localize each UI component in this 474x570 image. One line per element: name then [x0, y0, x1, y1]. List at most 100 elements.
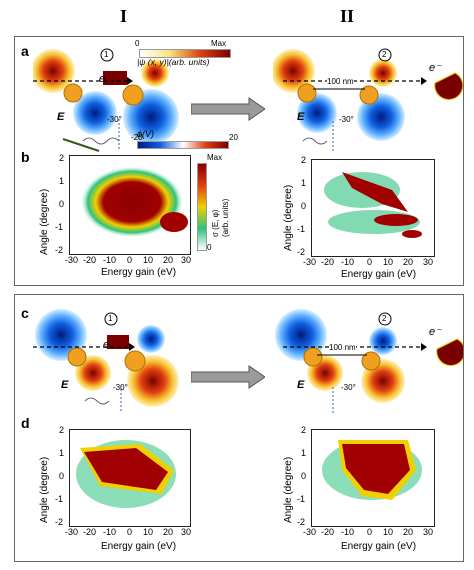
ytick-0: 0: [59, 199, 65, 209]
distance-label: 100 nm: [327, 77, 354, 86]
xtick-dr-20: 20: [403, 527, 414, 537]
phi-colorbar-min: -20: [131, 133, 143, 142]
xtick-dr-10: 10: [383, 527, 394, 537]
xlabel-b-left: Energy gain (eV): [101, 267, 177, 278]
xtick-r-0: 0: [367, 257, 373, 267]
nanostructure-illustration-left: [33, 48, 179, 152]
xtick-r-20: 20: [403, 257, 414, 267]
ylabel-b-right: Angle (degree): [283, 184, 294, 251]
spectrum-heatmap-d-left-plot: [76, 440, 176, 508]
xtick-d-10: 10: [143, 527, 154, 537]
ytick-dr1: 1: [301, 448, 307, 458]
column-header-II: II: [340, 6, 355, 26]
angle-label-right: -30°: [339, 115, 354, 124]
ytick-1: 1: [59, 176, 65, 186]
spectrum-heatmap-d-left: [69, 429, 191, 527]
marker-2-label-c: 2: [382, 314, 387, 323]
ytick-d1: 1: [59, 448, 65, 458]
xtick-r-30: 30: [423, 257, 434, 267]
phi-colorbar-max: 20: [229, 133, 238, 142]
ytick-dr2: 2: [301, 425, 307, 435]
sigma-colorbar-label: σ (E, φ): [211, 209, 220, 237]
xlabel-d-right: Energy gain (eV): [341, 541, 417, 552]
psi-colorbar: [139, 49, 231, 58]
ytick-2: 2: [59, 153, 65, 163]
marker-2-label: 2: [382, 50, 387, 59]
electron-out-label: e⁻: [429, 62, 441, 74]
ytick-d0: 0: [59, 471, 65, 481]
xtick-d-m20: -20: [83, 527, 97, 537]
xtick-dr-m10: -10: [341, 527, 355, 537]
sigma-colorbar-max: Max: [207, 153, 223, 162]
panel-label-b: b: [21, 149, 30, 165]
xtick-r-10: 10: [383, 257, 394, 267]
column-header-I: I: [120, 6, 128, 26]
electron-label: e: [99, 73, 106, 85]
panel-label-c: c: [21, 305, 29, 321]
nanostructure-illustration-right: [273, 48, 463, 151]
angle-label: -30°: [107, 115, 122, 124]
top-panel: a 1 e E -30° 0 Max |ψ (x, y)|(arb. units…: [14, 36, 464, 286]
ytick-d2: 2: [59, 425, 65, 435]
transition-arrow: [191, 97, 265, 121]
sigma-colorbar: [197, 163, 207, 251]
xtick-m10: -10: [103, 255, 117, 265]
ytick-drm1: -1: [297, 494, 306, 504]
electron-out-label-c: e⁻: [429, 326, 441, 338]
psi-colorbar-min: 0: [135, 39, 140, 48]
phi-colorbar: [137, 141, 229, 149]
ytick-dm1: -1: [55, 494, 64, 504]
field-vector-label: E: [57, 111, 65, 123]
xlabel-d-left: Energy gain (eV): [101, 541, 177, 552]
xtick-dr-m20: -20: [321, 527, 335, 537]
marker-1-label-c: 1: [108, 314, 113, 323]
xtick-r-m20: -20: [321, 257, 335, 267]
psi-colorbar-max: Max: [211, 39, 227, 48]
ytick-drm2: -2: [297, 517, 306, 527]
spectrum-heatmap-b-left: [69, 155, 191, 255]
ylabel-d-right: Angle (degree): [283, 456, 294, 523]
xtick-m30: -30: [65, 255, 79, 265]
panel-label-d: d: [21, 415, 30, 431]
electron-label-c: e: [103, 339, 110, 351]
distance-label-c: 100 nm: [329, 343, 356, 352]
xtick-0: 0: [127, 255, 133, 265]
xtick-d-0: 0: [127, 527, 133, 537]
ylabel-d-left: Angle (degree): [39, 456, 50, 523]
ytick-rm1: -1: [297, 224, 306, 234]
angle-label-c-right: -30°: [341, 383, 356, 392]
field-vector-label-c-right: E: [297, 379, 305, 391]
bottom-panel: c 1 e E -30° 2 e⁻ 100 nm E -30° d: [14, 294, 464, 562]
ylabel-b-left: Angle (degree): [39, 188, 50, 255]
ytick-m1: -1: [55, 222, 64, 232]
ytick-m2: -2: [55, 245, 64, 255]
spectrum-heatmap-d-right-plot: [322, 440, 422, 500]
angle-label-c: -30°: [113, 383, 128, 392]
sigma-colorbar-units: (arb. units): [221, 198, 230, 237]
ytick-dr0: 0: [301, 471, 307, 481]
ytick-r1: 1: [301, 178, 307, 188]
xtick-dr-0: 0: [367, 527, 373, 537]
xtick-r-m30: -30: [303, 257, 317, 267]
xtick-r-m10: -10: [341, 257, 355, 267]
xlabel-b-right: Energy gain (eV): [341, 269, 417, 280]
xtick-20: 20: [163, 255, 174, 265]
xtick-m20: -20: [83, 255, 97, 265]
nanostructure-illustration-c-right: [275, 309, 463, 413]
xtick-d-m10: -10: [103, 527, 117, 537]
marker-1-label: 1: [104, 50, 109, 59]
ytick-rm2: -2: [297, 247, 306, 257]
ytick-r0: 0: [301, 201, 307, 211]
spectrum-heatmap-b-right: [311, 159, 435, 257]
nanostructure-illustration-c-left: [33, 309, 179, 413]
psi-colorbar-label: |ψ (x, y)|(arb. units): [137, 57, 210, 67]
xtick-10: 10: [143, 255, 154, 265]
transition-arrow-c: [191, 365, 265, 389]
ytick-dm2: -2: [55, 517, 64, 527]
xtick-30: 30: [181, 255, 192, 265]
xtick-d-20: 20: [163, 527, 174, 537]
xtick-d-30: 30: [181, 527, 192, 537]
field-vector-label-right: E: [297, 111, 305, 123]
xtick-dr-m30: -30: [303, 527, 317, 537]
sigma-colorbar-zero: 0: [207, 243, 212, 252]
